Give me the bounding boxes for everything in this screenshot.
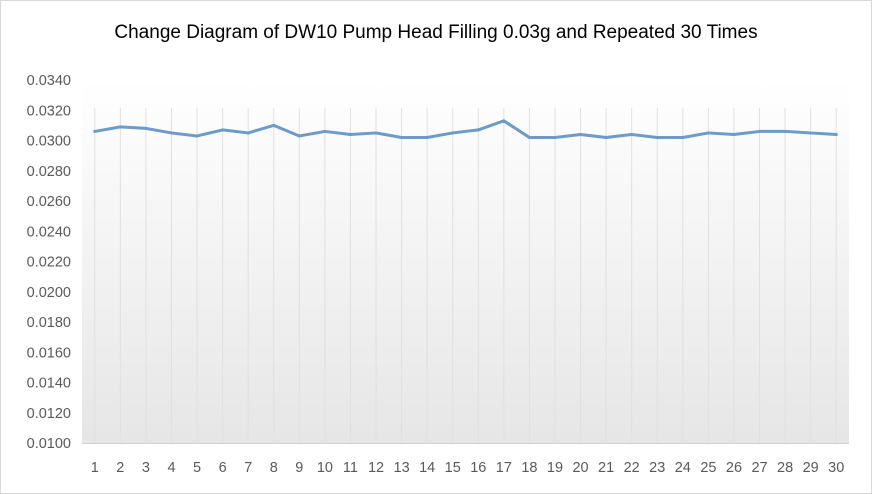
y-tick-label: 0.0320: [27, 103, 71, 119]
x-tick-label: 4: [167, 460, 175, 476]
data-point: [681, 135, 685, 139]
x-tick-label: 20: [572, 460, 588, 476]
x-tick-label: 23: [649, 460, 665, 476]
data-point: [118, 125, 122, 129]
x-tick-label: 6: [219, 460, 227, 476]
x-tick-label: 9: [295, 460, 303, 476]
x-tick-label: 26: [726, 460, 742, 476]
data-point: [400, 135, 404, 139]
x-tick-label: 16: [470, 460, 486, 476]
data-point: [93, 129, 97, 133]
x-tick-label: 2: [116, 460, 124, 476]
data-point: [246, 131, 250, 135]
x-tick-label: 21: [598, 460, 614, 476]
data-point: [579, 132, 583, 136]
y-tick-label: 0.0260: [27, 194, 71, 210]
y-tick-label: 0.0120: [27, 406, 71, 422]
data-point: [348, 132, 352, 136]
y-tick-label: 0.0220: [27, 255, 71, 271]
data-point: [553, 135, 557, 139]
data-point: [706, 131, 710, 135]
data-point: [169, 131, 173, 135]
data-point: [476, 128, 480, 132]
data-point: [195, 134, 199, 138]
x-tick-label: 27: [751, 460, 767, 476]
y-tick-label: 0.0340: [27, 73, 71, 89]
y-tick-label: 0.0100: [27, 436, 71, 452]
data-point: [527, 135, 531, 139]
x-tick-label: 29: [803, 460, 819, 476]
data-point: [221, 128, 225, 132]
data-point: [374, 131, 378, 135]
x-tick-label: 17: [496, 460, 512, 476]
y-tick-label: 0.0180: [27, 315, 71, 331]
y-tick-label: 0.0140: [27, 376, 71, 392]
x-tick-label: 30: [828, 460, 844, 476]
x-tick-label: 5: [193, 460, 201, 476]
x-tick-label: 24: [675, 460, 691, 476]
data-point: [425, 135, 429, 139]
data-point: [783, 129, 787, 133]
x-tick-label: 22: [624, 460, 640, 476]
data-point: [451, 131, 455, 135]
x-tick-label: 25: [700, 460, 716, 476]
y-tick-label: 0.0200: [27, 285, 71, 301]
data-point: [604, 135, 608, 139]
x-tick-label: 10: [317, 460, 333, 476]
data-point: [630, 132, 634, 136]
y-tick-label: 0.0300: [27, 134, 71, 150]
x-tick-label: 15: [445, 460, 461, 476]
data-point: [297, 134, 301, 138]
x-tick-label: 8: [270, 460, 278, 476]
x-tick-label: 11: [343, 460, 358, 476]
x-tick-label: 13: [394, 460, 410, 476]
data-point: [834, 132, 838, 136]
plot-area-background: [82, 80, 849, 443]
data-point: [323, 129, 327, 133]
y-tick-label: 0.0240: [27, 224, 71, 240]
x-tick-label: 3: [142, 460, 150, 476]
x-tick-label: 14: [419, 460, 435, 476]
y-tick-label: 0.0160: [27, 345, 71, 361]
x-tick-label: 18: [521, 460, 537, 476]
data-point: [272, 123, 276, 127]
x-tick-label: 12: [368, 460, 384, 476]
data-point: [502, 119, 506, 123]
series-line: [93, 119, 838, 139]
data-point: [809, 131, 813, 135]
x-tick-label: 19: [547, 460, 563, 476]
chart-title: Change Diagram of DW10 Pump Head Filling…: [114, 22, 758, 43]
data-point: [732, 132, 736, 136]
y-tick-label: 0.0280: [27, 164, 71, 180]
data-point: [144, 126, 148, 130]
data-point: [655, 135, 659, 139]
x-tick-label: 1: [91, 460, 99, 476]
x-tick-label: 7: [244, 460, 252, 476]
x-tick-label: 28: [777, 460, 793, 476]
data-point: [758, 129, 762, 133]
